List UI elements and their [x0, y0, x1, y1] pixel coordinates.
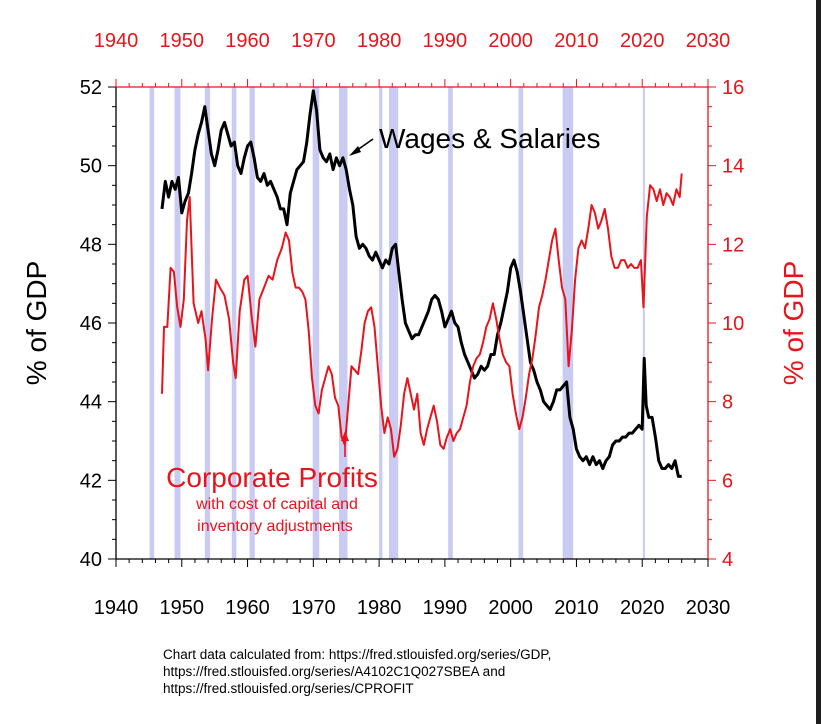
recession-band — [149, 87, 155, 559]
top-tick-label: 1990 — [423, 30, 468, 52]
top-tick-label: 2030 — [686, 30, 731, 52]
source-line-2: https://fred.stlouisfed.org/series/A4102… — [163, 664, 506, 679]
axis-labels: % of GDP % of GDP — [21, 261, 809, 385]
source-line-1: Chart data calculated from: https://fred… — [163, 647, 552, 662]
left-tick-label: 46 — [80, 313, 102, 335]
right-axis-label: % of GDP — [778, 261, 809, 385]
bottom-tick-label: 2000 — [488, 597, 533, 619]
source-note: Chart data calculated from: https://fred… — [163, 646, 551, 697]
axes: 4042444648505246810121416194019401950195… — [80, 30, 745, 619]
left-tick-label: 44 — [80, 392, 102, 414]
bottom-tick-label: 1990 — [423, 597, 468, 619]
top-tick-label: 1950 — [160, 30, 205, 52]
annotations: Wages & Salaries Corporate Profits with … — [166, 123, 600, 535]
window-edge — [816, 0, 821, 724]
bottom-tick-label: 1980 — [357, 597, 402, 619]
wages-salaries-line — [160, 89, 682, 478]
left-tick-label: 40 — [80, 549, 102, 571]
recession-band — [388, 87, 399, 559]
recession-band — [312, 87, 320, 559]
right-tick-label: 8 — [722, 392, 733, 414]
recession-band — [174, 87, 181, 559]
wages-arrow-head — [349, 146, 361, 156]
recession-band — [379, 87, 383, 559]
recession-band — [448, 87, 453, 559]
bottom-tick-label: 2030 — [686, 597, 731, 619]
recession-band — [642, 87, 645, 559]
top-tick-label: 1960 — [225, 30, 270, 52]
bottom-tick-label: 2010 — [554, 597, 599, 619]
bottom-tick-label: 1960 — [225, 597, 270, 619]
left-axis-label: % of GDP — [21, 261, 52, 385]
top-tick-label: 1940 — [94, 30, 139, 52]
bottom-tick-label: 1950 — [160, 597, 205, 619]
top-tick-label: 2020 — [620, 30, 665, 52]
right-tick-label: 16 — [722, 77, 744, 99]
recession-band — [338, 87, 348, 559]
top-tick-label: 1970 — [291, 30, 336, 52]
top-tick-label: 2000 — [488, 30, 533, 52]
bottom-tick-label: 1940 — [94, 597, 139, 619]
right-tick-label: 10 — [722, 313, 744, 335]
recession-bands — [149, 87, 645, 559]
bottom-tick-label: 2020 — [620, 597, 665, 619]
source-line-3: https://fred.stlouisfed.org/series/CPROF… — [163, 681, 414, 696]
left-tick-label: 52 — [80, 77, 102, 99]
recession-band — [518, 87, 524, 559]
profits-arrow-head — [341, 431, 349, 441]
right-tick-label: 12 — [722, 234, 744, 256]
corporate-profits-sub2: inventory adjustments — [197, 518, 353, 535]
right-tick-label: 6 — [722, 470, 733, 492]
corporate-profits-label: Corporate Profits — [166, 462, 378, 493]
recession-band — [231, 87, 237, 559]
data-lines — [160, 89, 683, 478]
recession-band — [562, 87, 574, 559]
recession-band — [204, 87, 211, 559]
right-tick-label: 4 — [722, 549, 733, 571]
bottom-tick-label: 1970 — [291, 597, 336, 619]
top-tick-label: 2010 — [554, 30, 599, 52]
left-tick-label: 50 — [80, 156, 102, 178]
left-tick-label: 42 — [80, 470, 102, 492]
top-tick-label: 1980 — [357, 30, 402, 52]
right-tick-label: 14 — [722, 156, 744, 178]
left-tick-label: 48 — [80, 234, 102, 256]
corporate-profits-sub1: with cost of capital and — [195, 496, 358, 513]
wages-salaries-label: Wages & Salaries — [379, 123, 601, 154]
corporate-profits-line — [161, 173, 683, 458]
